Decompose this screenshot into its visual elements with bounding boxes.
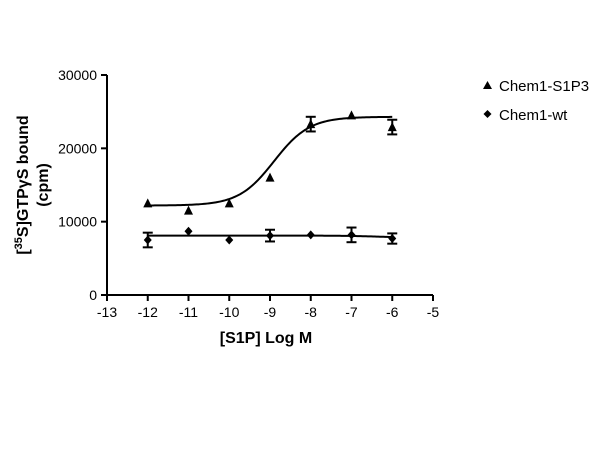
legend: Chem1-S1P3 Chem1-wt — [483, 78, 589, 124]
data-point-triangle — [306, 119, 316, 129]
data-point-diamond — [388, 234, 397, 244]
y-axis-title-suffix: S]GTPγS bound — [15, 115, 32, 237]
legend-label-series-1: Chem1-S1P3 — [499, 78, 589, 95]
x-tick-label: -5 — [427, 304, 440, 320]
y-tick-label: 0 — [89, 287, 97, 303]
y-axis-title-prefix: [ — [15, 249, 32, 255]
x-tick-label: -10 — [219, 304, 239, 320]
data-point-diamond — [225, 235, 234, 245]
y-tick-label: 30000 — [58, 67, 97, 83]
y-axis-title-sup: 35 — [13, 237, 25, 249]
x-tick-label: -7 — [345, 304, 358, 320]
x-tick-label: -11 — [179, 304, 198, 320]
data-point-triangle — [224, 198, 234, 208]
data-point-triangle — [265, 172, 275, 182]
data-point-diamond — [184, 226, 193, 236]
data-point-triangle — [143, 198, 153, 208]
legend-triangle-marker — [483, 81, 492, 89]
data-point-diamond — [143, 235, 152, 245]
y-tick-label: 10000 — [58, 214, 97, 230]
x-tick-label: -12 — [138, 304, 158, 320]
fit-curve-series-1 — [147, 115, 393, 207]
legend-label-series-2: Chem1-wt — [499, 107, 568, 124]
svg-text:[35S]GTPγS bound: [35S]GTPγS bound — [13, 115, 32, 254]
data-point-diamond — [266, 231, 274, 241]
data-point-triangle — [387, 122, 397, 132]
data-point-triangle — [184, 205, 193, 215]
data-point-diamond — [306, 230, 315, 240]
y-axis-title-line2: (cpm) — [35, 163, 52, 207]
x-axis-title: [S1P] Log M — [220, 330, 312, 347]
x-tick-label: -6 — [386, 304, 399, 320]
x-tick-label: -8 — [305, 304, 318, 320]
data-points — [142, 110, 398, 249]
y-tick-label: 20000 — [58, 140, 97, 156]
legend-diamond-marker — [483, 110, 492, 118]
data-point-diamond — [347, 230, 356, 240]
axes: -13 -12 -11 -10 -9 -8 -7 -6 -5 0 10000 20000 30000 — [58, 67, 439, 320]
x-tick-label: -13 — [97, 304, 117, 320]
x-tick-label: -9 — [264, 304, 277, 320]
data-point-triangle — [347, 110, 356, 120]
y-axis-title: [35S]GTPγS bound (cpm) — [13, 115, 52, 254]
